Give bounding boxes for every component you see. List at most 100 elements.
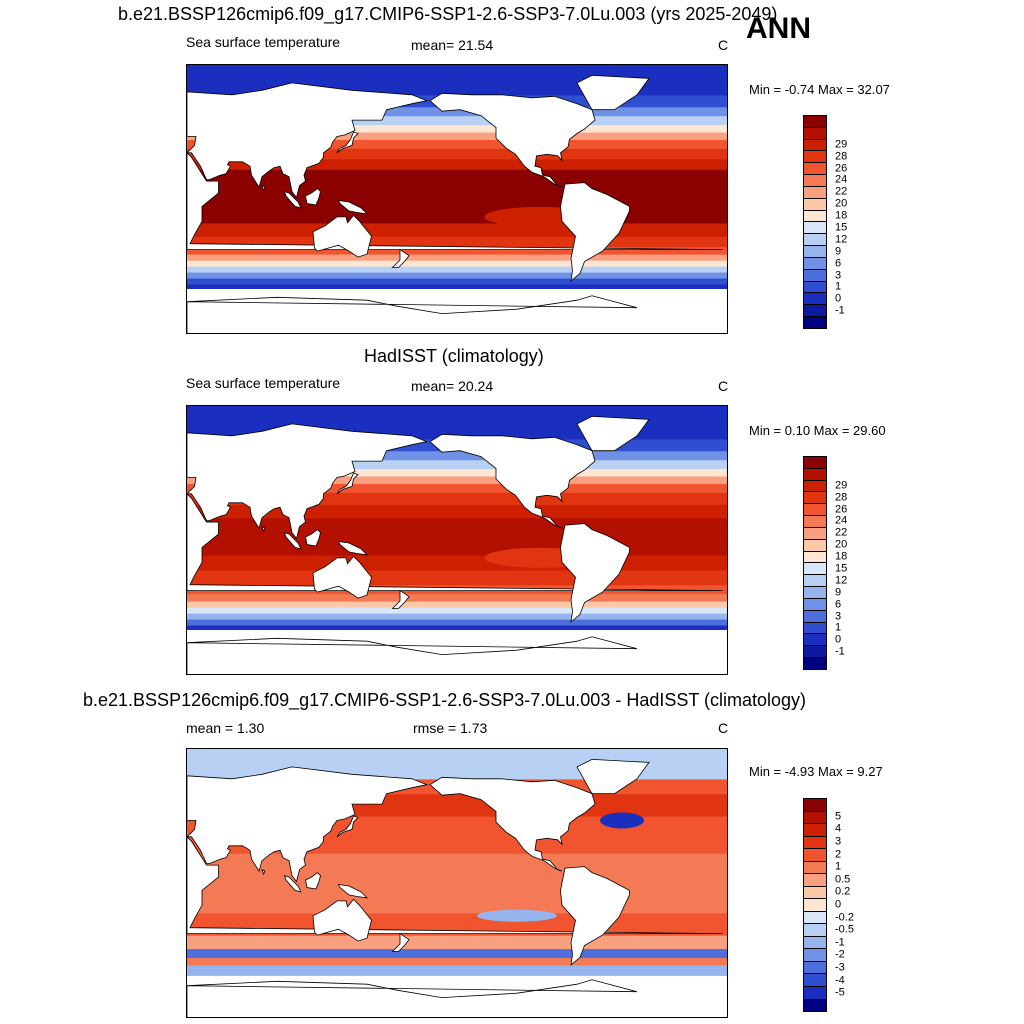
colorbar-tick-label: 3 (835, 835, 842, 848)
land-mass (336, 131, 359, 154)
land-mass (391, 932, 410, 952)
panel-2-variable: Sea surface temperature (186, 375, 341, 391)
land-mass (187, 493, 723, 592)
panel-1-variable: Sea surface temperature (186, 34, 341, 50)
colorbar-tick-label: 24 (835, 514, 848, 527)
land-mass (187, 836, 723, 935)
panel-3-units: C (718, 720, 729, 736)
sst-band (187, 450, 727, 461)
sst-band (187, 569, 727, 586)
sst-band (187, 277, 727, 285)
panel-2-map (186, 405, 728, 675)
colorbar-swatch (804, 873, 826, 886)
colorbar-tick-label: -3 (835, 961, 845, 974)
sst-band (187, 132, 727, 140)
colorbar-swatch (804, 209, 826, 222)
panel-3-minmax: Min = -4.93 Max = 9.27 (749, 764, 883, 779)
land-mass (560, 866, 630, 966)
panel-2-title: HadISST (climatology) (364, 346, 544, 366)
colorbar-swatch (804, 515, 826, 527)
colorbar-tick-label: 6 (835, 598, 842, 611)
panel-1-map-svg (187, 65, 727, 333)
colorbar-swatch (804, 116, 826, 127)
land-mass (187, 423, 429, 540)
sst-band (187, 613, 727, 620)
sst-band (187, 260, 727, 267)
panel-1-units: C (718, 37, 729, 53)
colorbar-swatch (804, 586, 826, 598)
land-mass (337, 199, 369, 215)
land-mass (429, 776, 596, 872)
land-mass (187, 295, 638, 333)
panel-2-minmax: Min = 0.10 Max = 29.60 (749, 423, 886, 438)
colorbar-swatch (804, 898, 826, 911)
colorbar-swatch (804, 304, 826, 317)
land-mass (187, 82, 429, 199)
sst-band (187, 246, 727, 255)
colorbar-swatch (804, 245, 826, 257)
colorbar-tick-label: -2 (835, 948, 845, 961)
sst-band (187, 124, 727, 133)
sst-band (187, 935, 727, 950)
colorbar-tick-label: 9 (835, 245, 842, 258)
colorbar-tick-label: 18 (835, 550, 848, 563)
colorbar-swatch (804, 562, 826, 575)
land-mass (429, 92, 596, 188)
cool-anomaly (477, 909, 557, 922)
sst-band (187, 236, 727, 248)
colorbar-tick-label: 15 (835, 562, 848, 575)
sst-band (187, 139, 727, 149)
colorbar-swatch (804, 174, 826, 186)
colorbar-swatch (804, 621, 826, 634)
colorbar-swatch (804, 835, 826, 849)
sst-band (187, 459, 727, 470)
land-mass (283, 190, 302, 209)
colorbar-swatch (804, 150, 826, 163)
land-mass (305, 529, 321, 547)
land-mass (560, 523, 630, 623)
sst-band (187, 148, 727, 160)
colorbar-swatch (804, 998, 826, 1012)
panel-1-minmax: Min = -0.74 Max = 32.07 (749, 82, 890, 97)
colorbar-tick-label: 1 (835, 621, 842, 634)
panel-1-colorbar-ticks: 29 28 26 24 22 20 18 15 12 9 6 3 1 0 -1 (835, 115, 895, 329)
colorbar-tick-label: 5 (835, 810, 842, 823)
colorbar-tick-label: 20 (835, 538, 848, 551)
colorbar-tick-label: 18 (835, 209, 848, 222)
continents (187, 74, 723, 333)
sst-band (187, 948, 727, 958)
sst-band (187, 169, 727, 224)
colorbar-tick-label: 0 (835, 292, 842, 305)
sst-band (187, 618, 727, 626)
colorbar-swatch (804, 233, 826, 246)
colorbar-swatch (804, 197, 826, 210)
colorbar-tick-label: 1 (835, 860, 842, 873)
land-mass (305, 188, 321, 206)
colorbar-swatch (804, 633, 826, 646)
sst-band (187, 601, 727, 608)
colorbar-tick-label: -0.5 (835, 923, 854, 936)
land-mass (337, 540, 369, 556)
panel-2-map-svg (187, 406, 727, 674)
colorbar-tick-label: 15 (835, 221, 848, 234)
colorbar-swatch (804, 973, 826, 986)
colorbar-swatch (804, 848, 826, 861)
panel-2-colorbar (803, 456, 827, 670)
continents (187, 758, 723, 1017)
colorbar-tick-label: 28 (835, 150, 848, 163)
colorbar-swatch (804, 268, 826, 281)
sst-band (187, 554, 727, 571)
land-mass (312, 555, 372, 599)
sst-band (187, 106, 727, 117)
sst-band (187, 504, 727, 519)
panel-3-map-svg (187, 749, 727, 1017)
colorbar-swatch (804, 645, 826, 658)
panel-3-rmse: rmse = 1.73 (413, 720, 488, 736)
colorbar-tick-label: 3 (835, 610, 842, 622)
colorbar-swatch (804, 597, 826, 610)
colorbar-swatch (804, 960, 826, 974)
colorbar-tick-label: 12 (835, 233, 848, 246)
colorbar-tick-label: 9 (835, 586, 842, 599)
panel-1-colorbar (803, 115, 827, 329)
land-mass (576, 415, 650, 452)
